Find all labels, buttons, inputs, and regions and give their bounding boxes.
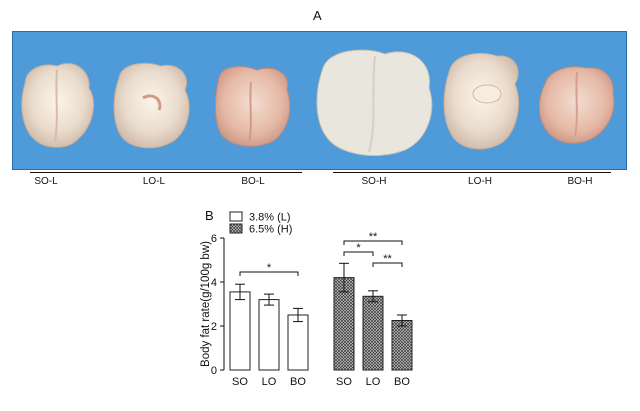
x-tick-label-0-2: BO — [290, 376, 306, 388]
bar-l-bo — [287, 314, 309, 371]
tissue-sample-lo-l — [113, 62, 190, 149]
x-tick-label-1-2: BO — [394, 376, 410, 388]
significance-brackets: ****** — [239, 231, 403, 276]
tissue-sample-bo-h — [538, 66, 615, 144]
tissue-sample-bo-l — [215, 66, 291, 147]
panel-a-label: A — [313, 8, 322, 23]
x-tick-label-1-0: SO — [336, 376, 352, 388]
chart-legend: 3.8% (L)6.5% (H) — [229, 211, 292, 236]
significance-bracket-2 — [343, 240, 403, 245]
significance-bracket-0 — [239, 271, 299, 276]
x-tick-label-0-1: LO — [262, 376, 277, 388]
significance-mark-0: * — [267, 262, 272, 274]
tissue-sample-so-h — [316, 49, 433, 156]
y-tick-label-0: 0 — [211, 365, 217, 377]
y-tick-label-1: 2 — [211, 321, 217, 333]
chart-bars: SO LO BO SO LO BO — [229, 262, 413, 388]
x-tick-label-1-1: LO — [366, 376, 381, 388]
bar-l-so — [229, 291, 251, 371]
legend-label-1: 6.5% (H) — [249, 224, 292, 236]
significance-bracket-3 — [372, 262, 403, 267]
sample-label-bo-l: BO-L — [241, 176, 265, 187]
significance-mark-3: ** — [383, 253, 392, 265]
sample-label-bo-h: BO-H — [567, 176, 593, 187]
legend-swatch-1 — [229, 223, 243, 234]
legend-label-0: 3.8% (L) — [249, 212, 291, 224]
x-tick-label-0-0: SO — [232, 376, 248, 388]
y-axis-label: Body fat rate(g/100g bw) — [200, 241, 212, 367]
significance-mark-2: ** — [369, 231, 378, 243]
tissue-photo — [12, 31, 627, 170]
y-tick-label-2: 4 — [211, 277, 217, 289]
bar-h-bo — [391, 320, 413, 371]
chart-axes: 0 2 4 6 — [211, 233, 225, 377]
tissue-sample-lo-h — [443, 52, 520, 150]
significance-mark-1: * — [356, 242, 361, 254]
sample-label-lo-h: LO-H — [468, 176, 492, 187]
bar-l-lo — [258, 299, 280, 371]
high-group-line — [333, 172, 611, 173]
legend-swatch-0 — [229, 211, 243, 222]
tissue-photo-drawing — [21, 49, 615, 156]
sample-label-so-h: SO-H — [361, 176, 387, 187]
bar-h-lo — [362, 295, 384, 371]
sample-label-so-l: SO-L — [34, 176, 58, 187]
sample-label-lo-l: LO-L — [142, 176, 166, 187]
y-tick-label-3: 6 — [211, 233, 217, 245]
significance-bracket-1 — [343, 251, 374, 256]
panel-b-label: B — [205, 208, 214, 223]
tissue-sample-so-l — [21, 63, 94, 148]
low-group-line — [30, 172, 302, 173]
